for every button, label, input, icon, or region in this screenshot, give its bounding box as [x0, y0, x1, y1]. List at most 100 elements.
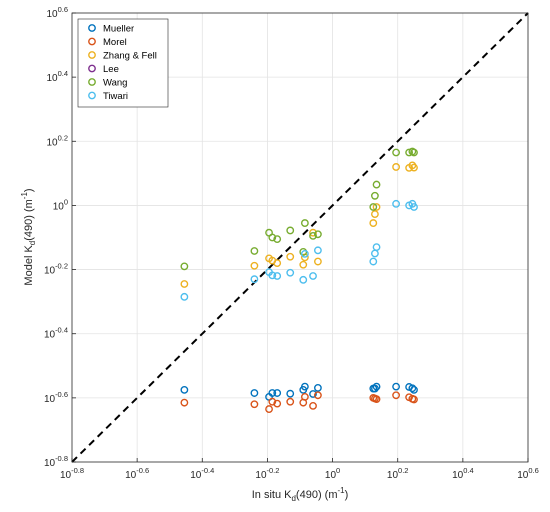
- y-tick-base: 10: [44, 330, 56, 341]
- data-point: [314, 246, 322, 255]
- x-tick-exponent: 0.4: [463, 466, 473, 475]
- data-point: [300, 219, 309, 227]
- data-point: [286, 397, 295, 406]
- data-point: [180, 262, 189, 271]
- data-point: [300, 382, 309, 391]
- data-point: [180, 385, 189, 394]
- data-point: [371, 191, 379, 200]
- data-point: [299, 275, 308, 284]
- x-tick-exponent: -0.8: [71, 466, 84, 475]
- series-mueller: [180, 382, 418, 401]
- data-point: [300, 392, 309, 401]
- data-point: [299, 260, 308, 269]
- y-tick-base: 10: [53, 201, 65, 212]
- data-point: [268, 389, 277, 397]
- y-tick-label: 100.2: [46, 133, 68, 148]
- legend-label: Zhang & Fell: [103, 51, 157, 62]
- legend-marker: [88, 37, 96, 46]
- legend-marker: [88, 64, 96, 73]
- y-tick-base: 10: [44, 394, 56, 405]
- x-axis-label-sup: -1: [337, 486, 345, 495]
- x-tick-label: 100: [325, 466, 340, 481]
- data-points: [180, 147, 418, 413]
- legend-marker: [88, 91, 96, 100]
- data-point: [268, 233, 277, 242]
- y-tick-exponent: -0.8: [55, 454, 68, 463]
- y-tick-exponent: -0.4: [55, 326, 68, 335]
- y-tick-base: 10: [46, 137, 58, 148]
- series-morel: [180, 391, 418, 413]
- x-tick-exponent: 0.2: [398, 466, 408, 475]
- y-axis-ticks: 10-0.810-0.610-0.410-0.2100100.2100.4100…: [44, 5, 76, 469]
- data-point: [273, 259, 282, 268]
- y-tick-exponent: -0.6: [55, 390, 68, 399]
- data-point: [309, 401, 317, 410]
- legend-marker: [88, 51, 96, 59]
- legend-label: Wang: [103, 78, 127, 89]
- x-tick-label: 10-0.2: [255, 466, 279, 481]
- legend-label: Lee: [103, 64, 119, 75]
- y-tick-label: 10-0.8: [44, 454, 68, 469]
- data-point: [286, 389, 295, 398]
- x-tick-label: 100.4: [452, 466, 474, 481]
- data-point: [392, 382, 400, 391]
- y-tick-exponent: -0.2: [55, 262, 68, 271]
- x-tick-label: 10-0.4: [190, 466, 214, 481]
- data-point: [250, 261, 259, 270]
- data-point: [286, 226, 295, 235]
- x-tick-base: 10: [517, 470, 529, 481]
- data-point: [268, 271, 277, 280]
- legend: Mueller Morel Zhang & Fell Lee Wang Tiwari: [77, 18, 169, 108]
- legend-marker: [88, 78, 96, 86]
- data-point: [250, 389, 259, 397]
- series-tiwari: [180, 199, 418, 301]
- data-point: [286, 268, 295, 277]
- data-point: [410, 163, 418, 172]
- y-tick-exponent: 0: [64, 197, 68, 206]
- y-tick-label: 100.6: [46, 5, 68, 20]
- data-point: [273, 399, 282, 408]
- y-axis-label-post: ): [23, 188, 35, 192]
- data-point: [410, 203, 418, 211]
- data-point: [250, 247, 259, 255]
- x-tick-exponent: -0.6: [136, 466, 149, 475]
- x-tick-base: 10: [452, 470, 464, 481]
- x-tick-label: 10-0.8: [60, 466, 84, 481]
- data-point: [309, 390, 317, 398]
- plot-frame: [71, 12, 529, 463]
- data-point: [372, 203, 381, 211]
- data-point: [314, 257, 322, 266]
- legend-marker: [88, 24, 96, 32]
- data-point: [372, 180, 381, 189]
- x-tick-label: 10-0.6: [125, 466, 149, 481]
- data-point: [369, 203, 378, 211]
- data-point: [309, 231, 317, 240]
- x-axis-label-sub: d: [291, 494, 295, 503]
- y-axis-label-mid: (490) (m: [23, 199, 35, 241]
- data-point: [314, 391, 322, 400]
- data-point: [408, 384, 417, 393]
- y-axis-label-sup: -1: [20, 192, 29, 200]
- x-tick-exponent: 0.6: [528, 466, 538, 475]
- data-point: [314, 230, 322, 239]
- series-zhang-fell: [180, 161, 418, 288]
- legend-label: Tiwari: [103, 91, 128, 102]
- data-point: [314, 384, 322, 392]
- data-point: [392, 148, 400, 157]
- x-axis-label: In situ Kd(490) (m-1): [252, 486, 349, 503]
- grid: [72, 13, 528, 462]
- y-tick-base: 10: [44, 266, 56, 277]
- data-point: [268, 397, 277, 406]
- y-tick-label: 10-0.4: [44, 326, 68, 341]
- x-axis-label-pre: In situ K: [252, 489, 292, 501]
- data-point: [250, 400, 259, 409]
- x-tick-base: 10: [387, 470, 399, 481]
- data-point: [309, 228, 317, 237]
- data-point: [286, 252, 295, 261]
- one-to-one-line: [71, 12, 529, 463]
- x-tick-base: 10: [60, 470, 72, 481]
- x-tick-label: 100.6: [517, 466, 539, 481]
- series-wang: [180, 147, 418, 271]
- y-tick-exponent: 0.2: [58, 133, 68, 142]
- y-tick-label: 10-0.2: [44, 262, 68, 277]
